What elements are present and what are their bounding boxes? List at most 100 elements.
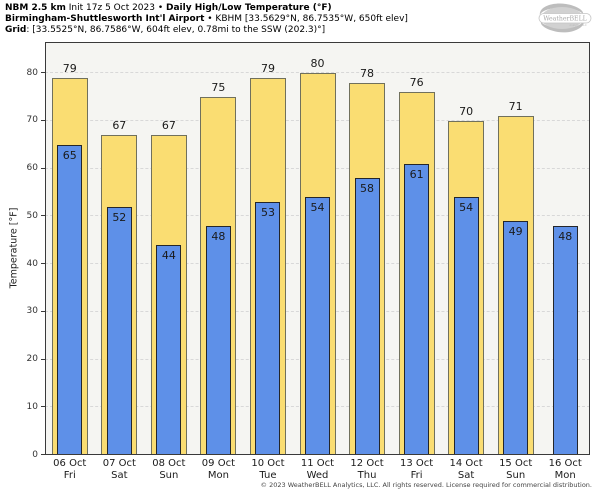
high-value-label: 67 (112, 119, 127, 133)
y-tick-label: 40 (26, 258, 38, 269)
x-tick-label: 06 Oct Fri (53, 458, 86, 482)
header-line-2: Birmingham-Shuttlesworth Int'l Airport •… (5, 14, 408, 25)
grid-details: : [33.5525°N, 86.7586°W, 604ft elev, 0.7… (26, 24, 326, 35)
y-tick-mark (41, 215, 45, 217)
x-tick-day: Fri (410, 470, 423, 481)
x-tick-date: 10 Oct (251, 458, 285, 469)
x-tick-date: 15 Oct (499, 458, 533, 469)
x-tick-date: 12 Oct (350, 458, 384, 469)
copyright-text: © 2023 WeatherBELL Analytics, LLC. All r… (260, 481, 592, 489)
model-name: NBM 2.5 km (5, 3, 66, 13)
x-tick-day: Wed (306, 470, 329, 481)
low-value-label: 44 (161, 248, 176, 262)
low-bar (552, 225, 578, 455)
y-tick-label: 0 (32, 449, 38, 460)
low-bar (305, 197, 330, 455)
high-value-label: 75 (211, 80, 226, 94)
low-value-label: 49 (508, 225, 523, 239)
station-name: Birmingham-Shuttlesworth Int'l Airport (5, 13, 205, 24)
low-bar (106, 206, 132, 455)
y-tick-label: 80 (26, 67, 38, 78)
low-bar (404, 163, 430, 455)
y-tick-mark (41, 358, 45, 360)
x-tick-label: 11 Oct Wed (301, 458, 334, 482)
x-tick-date: 06 Oct (53, 458, 87, 469)
x-tick-day: Mon (207, 470, 229, 481)
low-bar (503, 221, 529, 455)
weatherbell-logo-icon: WeatherBELL Analytics LLC (538, 3, 592, 33)
init-time: Init 17z 5 Oct 2023 • (65, 3, 167, 13)
x-tick-date: 09 Oct (201, 458, 236, 469)
x-tick-label: 15 Oct Sun (499, 458, 532, 482)
high-value-label: 78 (360, 66, 375, 80)
logo-brand-text: WeatherBELL (543, 16, 587, 23)
x-tick-date: 08 Oct (152, 458, 186, 469)
y-tick-label: 60 (26, 163, 38, 174)
low-bar (156, 244, 182, 455)
x-tick-day: Mon (554, 470, 576, 481)
low-bar (255, 201, 281, 455)
high-value-label: 80 (310, 57, 325, 71)
low-value-label: 48 (211, 229, 226, 243)
x-tick-day: Sat (111, 470, 128, 481)
low-value-label: 54 (310, 201, 325, 215)
low-value-label: 65 (62, 148, 77, 162)
y-tick-mark (41, 310, 45, 312)
y-tick-label: 30 (26, 306, 38, 317)
y-tick-label: 50 (26, 210, 38, 221)
high-value-label: 70 (459, 104, 474, 118)
low-bar (453, 197, 479, 455)
low-value-label: 53 (260, 205, 275, 219)
low-value-label: 52 (112, 210, 127, 224)
x-tick-label: 09 Oct Mon (202, 458, 235, 482)
x-tick-label: 12 Oct Thu (350, 458, 383, 482)
x-tick-date: 13 Oct (399, 458, 434, 469)
x-axis-tick-labels: 06 Oct Fri 07 Oct Sat 08 Oct Sun 09 Oct Mon 10 O… (45, 458, 590, 486)
y-tick-mark (41, 263, 45, 265)
chart-header: NBM 2.5 km Init 17z 5 Oct 2023 • Daily H… (5, 3, 408, 35)
gridline (45, 72, 590, 74)
x-tick-date: 11 Oct (300, 458, 335, 469)
y-tick-mark (41, 72, 45, 74)
y-tick-label: 10 (26, 401, 38, 412)
y-tick-mark (41, 454, 45, 455)
product-title: Daily High/Low Temperature (°F) (166, 3, 332, 13)
low-value-label: 54 (459, 201, 474, 215)
station-details: • KBHM [33.5629°N, 86.7535°W, 650ft elev… (204, 13, 408, 24)
y-tick-mark (41, 119, 45, 121)
y-tick-mark (41, 167, 45, 169)
low-value-label: 48 (558, 229, 573, 243)
low-bar (205, 225, 231, 455)
x-tick-date: 14 Oct (449, 458, 483, 469)
high-value-label: 79 (62, 61, 77, 75)
plot-area: 79 65 67 52 67 44 75 48 79 53 80 54 78 58 76 61 70 54 71 49… (45, 42, 590, 455)
y-tick-label: 70 (26, 115, 38, 126)
x-tick-label: 08 Oct Sun (152, 458, 185, 482)
y-axis-tick-marks (41, 42, 45, 455)
x-tick-day: Tue (259, 470, 277, 481)
x-tick-date: 07 Oct (102, 458, 136, 469)
header-line-1: NBM 2.5 km Init 17z 5 Oct 2023 • Daily H… (5, 3, 408, 14)
x-tick-day: Thu (357, 470, 377, 481)
high-value-label: 71 (508, 100, 523, 114)
x-tick-day: Sun (159, 470, 179, 481)
grid-label: Grid (5, 24, 27, 35)
low-value-label: 61 (409, 167, 424, 181)
low-value-label: 58 (360, 182, 375, 196)
x-tick-date: 16 Oct (548, 458, 582, 469)
y-axis-tick-labels: 0 10 20 30 40 50 60 70 80 (0, 42, 41, 460)
high-value-label: 67 (161, 119, 176, 133)
x-tick-day: Sun (506, 470, 526, 481)
x-tick-label: 10 Oct Tue (251, 458, 284, 482)
x-tick-label: 16 Oct Mon (549, 458, 582, 482)
low-bar (354, 178, 380, 455)
x-tick-day: Sat (457, 470, 475, 481)
x-tick-label: 14 Oct Sat (450, 458, 483, 482)
logo-sub-text: Analytics LLC (569, 23, 586, 27)
high-value-label: 76 (409, 76, 424, 90)
x-tick-label: 13 Oct Fri (400, 458, 433, 482)
x-tick-label: 07 Oct Sat (103, 458, 136, 482)
y-tick-label: 20 (26, 354, 38, 365)
low-bar (57, 144, 83, 455)
